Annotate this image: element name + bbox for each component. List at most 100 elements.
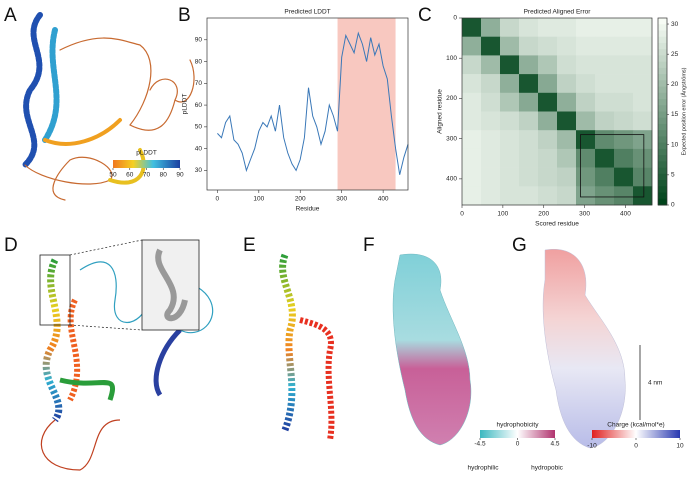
heatmap-cell (557, 74, 577, 94)
colorbar-tick-label: 10 (676, 443, 684, 450)
y-tick-label: 90 (195, 36, 203, 43)
heatmap-cell (595, 186, 615, 206)
colorbar-segment (658, 61, 667, 69)
x-axis-label: Residue (296, 206, 320, 213)
colorbar-tick-label: 0 (634, 443, 638, 450)
colorbar-segment (658, 49, 667, 56)
colorbar-label: pLDDT (136, 150, 157, 157)
heatmap-cell (633, 36, 653, 56)
colorbar-tick-label: 80 (160, 172, 168, 179)
y-tick-label: 30 (195, 167, 203, 174)
colorbar-segment (658, 30, 667, 38)
heatmap-cell (595, 111, 615, 131)
colorbar-segment (658, 130, 667, 137)
heatmap-cell (633, 74, 653, 94)
heatmap-cell (519, 167, 539, 187)
x-tick-label: 0 (460, 211, 464, 218)
heatmap-cell (557, 186, 577, 206)
heatmap-cell (500, 148, 520, 168)
heatmap-cell (462, 74, 482, 94)
x-tick-label: 0 (216, 196, 220, 203)
x-axis-label: Scored residue (535, 221, 579, 228)
heatmap-cell (576, 167, 596, 187)
heatmap-cell (519, 111, 539, 131)
colorbar-end-label: hydropobic (531, 465, 564, 472)
heatmap-cell (481, 74, 501, 94)
y-axis-label: pLDDT (182, 94, 189, 115)
colorbar-tick-label: 25 (671, 51, 679, 58)
heatmap-cell (462, 36, 482, 56)
heatmap-cell (519, 74, 539, 94)
chart-title: Predicted Aligned Error (524, 9, 592, 16)
heatmap-cell (576, 186, 596, 206)
heatmap-cell (481, 186, 501, 206)
colorbar-tick-label: 20 (671, 81, 679, 88)
highlight-box (580, 134, 645, 198)
colorbar-segment (658, 18, 667, 25)
colorbar-segment (658, 136, 667, 144)
colorbar-segment (658, 24, 667, 31)
heatmap-cell (481, 92, 501, 112)
heatmap-cell (576, 111, 596, 131)
colorbar-tick-label: 90 (176, 172, 184, 179)
heatmap-cell (576, 148, 596, 168)
heatmap-cell (538, 186, 558, 206)
heatmap-cell (595, 36, 615, 56)
colorbar-tick-label: 15 (671, 111, 679, 118)
heatmap-cell (576, 18, 596, 37)
heatmap-cell (557, 148, 577, 168)
colorbar-f (480, 430, 555, 438)
colorbar-segment (658, 173, 667, 181)
colorbar-segment (658, 198, 667, 206)
y-tick-label: 400 (446, 176, 457, 183)
x-tick-label: 200 (538, 211, 549, 218)
heatmap-cell (538, 148, 558, 168)
heatmap-cell (576, 55, 596, 75)
heatmap-cell (595, 130, 615, 150)
heatmap-cell (462, 148, 482, 168)
heatmap-cell (538, 92, 558, 112)
heatmap-cell (538, 55, 558, 75)
heatmap-cell (614, 186, 634, 206)
heatmap-cell (500, 167, 520, 187)
heatmap-cell (519, 18, 539, 37)
y-axis-label: Aligned residue (437, 89, 444, 134)
heatmap-cell (519, 36, 539, 56)
heatmap-cell (576, 74, 596, 94)
panel-label: F (363, 235, 375, 256)
heatmap-cell (500, 186, 520, 206)
heatmap-cell (481, 36, 501, 56)
y-tick-label: 100 (446, 55, 457, 62)
heatmap-cell (462, 92, 482, 112)
y-tick-label: 300 (446, 135, 457, 142)
colorbar-tick-label: 70 (143, 172, 151, 179)
y-tick-label: 200 (446, 95, 457, 102)
colorbar-segment (658, 192, 667, 200)
colorbar-segment (658, 186, 667, 194)
colorbar-tick-label: 10 (671, 141, 679, 148)
scale-bar-label: 4 nm (648, 380, 662, 387)
heatmap-cell (557, 18, 577, 37)
y-tick-label: 70 (195, 80, 203, 87)
heatmap-cell (614, 55, 634, 75)
heatmap-cell (633, 186, 653, 206)
heatmap-cell (538, 18, 558, 37)
heatmap-cell (614, 36, 634, 56)
colorbar-tick-label: 0 (516, 441, 520, 448)
heatmap-cell (538, 74, 558, 94)
colorbar-segment (658, 99, 667, 106)
colorbar-segment (658, 105, 667, 112)
colorbar-segment (658, 55, 667, 63)
colorbar-segment (658, 80, 667, 88)
heatmap-cell (500, 36, 520, 56)
panel-label: B (178, 5, 191, 26)
y-tick-label: 60 (195, 102, 203, 109)
colorbar-segment (658, 74, 667, 81)
heatmap-cell (538, 111, 558, 131)
highlight-region (337, 18, 396, 190)
colorbar-a (113, 160, 180, 168)
chart-title: Predicted LDDT (284, 9, 330, 16)
heatmap-cell (538, 36, 558, 56)
heatmap-cell (633, 111, 653, 131)
heatmap-cell (481, 148, 501, 168)
